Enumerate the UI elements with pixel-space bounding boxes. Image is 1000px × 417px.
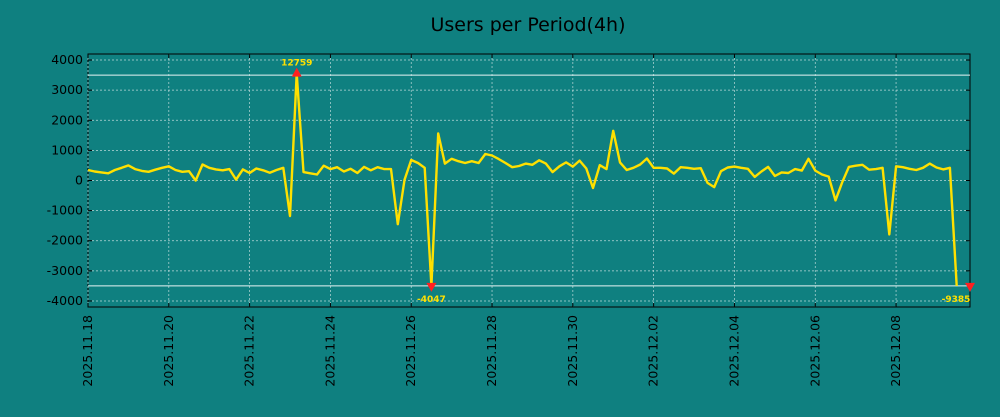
- x-tick-label: 2025.11.18: [80, 315, 95, 387]
- y-tick-label: -3000: [47, 263, 83, 278]
- x-tick-label: 2025.12.04: [726, 315, 741, 387]
- x-tick-label: 2025.11.24: [322, 315, 337, 387]
- y-tick-label: 0: [75, 173, 83, 188]
- peak-marker: [291, 67, 302, 77]
- series-line: [87, 72, 958, 288]
- x-tick-label: 2025.11.20: [161, 315, 176, 387]
- y-tick-label: -4000: [47, 293, 83, 308]
- y-tick-label: 2000: [51, 112, 83, 127]
- chart-title: Users per Period(4h): [430, 14, 625, 36]
- series: [87, 72, 958, 288]
- y-axis: 4000 3000 2000 1000 0 -1000 -2000 -3000 -4000: [47, 52, 970, 308]
- x-tick-label: 2025.11.30: [565, 315, 580, 387]
- x-axis: 2025.11.18 2025.11.20 2025.11.22 2025.11.24…: [80, 54, 903, 387]
- trough-marker: [426, 282, 437, 292]
- y-tick-label: 1000: [51, 142, 83, 157]
- annotations: 12759 -4047 -9385: [281, 59, 975, 305]
- x-tick-label: 2025.11.22: [242, 315, 257, 387]
- x-tick-label: 2025.12.08: [888, 315, 903, 387]
- y-tick-label: 4000: [51, 52, 83, 67]
- y-tick-label: -2000: [47, 233, 83, 248]
- grid: [87, 54, 970, 307]
- y-tick-label: 3000: [51, 82, 83, 97]
- y-tick-label: -1000: [47, 203, 83, 218]
- x-tick-label: 2025.11.28: [484, 315, 499, 387]
- annotation-label: 12759: [281, 59, 312, 69]
- x-tick-label: 2025.12.06: [807, 315, 822, 387]
- annotation-label: -4047: [417, 295, 446, 305]
- x-tick-label: 2025.12.02: [646, 315, 661, 387]
- reference-lines: [88, 74, 970, 287]
- trough-marker: [965, 282, 975, 292]
- x-tick-label: 2025.11.26: [403, 315, 418, 387]
- annotation-label: -9385: [942, 295, 971, 305]
